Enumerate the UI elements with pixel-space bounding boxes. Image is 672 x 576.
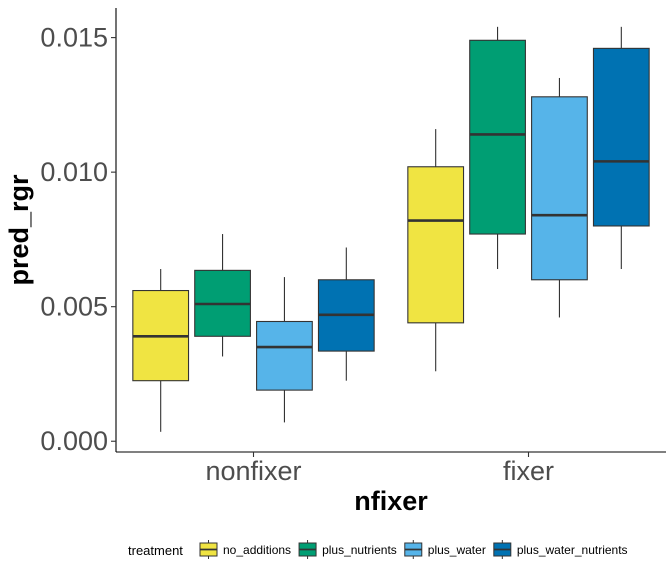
y-axis-title: pred_rgr	[4, 174, 34, 286]
legend-label: plus_water	[428, 543, 486, 557]
legend-item-plus_water_nutrients: plus_water_nutrients	[493, 540, 628, 559]
box-body	[469, 39, 526, 235]
box-plus_nutrients-nonfixer	[194, 234, 251, 357]
legend-item-plus_water: plus_water	[404, 540, 486, 559]
x-ticks: nonfixer fixer	[205, 452, 554, 486]
y-tick-label: 0.015	[40, 23, 108, 53]
box-plus_water_nutrients-fixer	[592, 26, 650, 270]
legend-item-no_additions: no_additions	[199, 540, 291, 559]
axes	[115, 8, 666, 453]
x-axis-title: nfixer	[354, 486, 428, 516]
box-body	[592, 47, 650, 227]
box-plus_water-nonfixer	[256, 277, 313, 423]
box-plus_water-fixer	[531, 77, 588, 318]
box-no_additions-fixer	[407, 129, 465, 372]
box-body	[407, 166, 465, 324]
legend-title: treatment	[128, 543, 183, 558]
legend-label: plus_water_nutrients	[517, 543, 628, 557]
plot-area	[132, 26, 650, 432]
x-tick-label: fixer	[503, 456, 554, 486]
y-ticks: 0.000 0.005 0.010 0.015	[40, 23, 116, 456]
box-body	[531, 96, 588, 281]
y-tick-label: 0.005	[40, 292, 108, 322]
box-no_additions-nonfixer	[132, 269, 190, 432]
box-body	[256, 320, 313, 391]
legend-label: plus_nutrients	[322, 543, 397, 557]
y-tick-label: 0.000	[40, 426, 108, 456]
legend: treatment no_additions plus_nutrients plus…	[128, 540, 628, 559]
box-plus_water_nutrients-nonfixer	[317, 247, 375, 381]
box-plus_nutrients-fixer	[469, 26, 526, 270]
y-tick-label: 0.010	[40, 157, 108, 187]
legend-item-plus_nutrients: plus_nutrients	[298, 540, 397, 559]
x-tick-label: nonfixer	[205, 456, 301, 486]
legend-label: no_additions	[223, 543, 291, 557]
